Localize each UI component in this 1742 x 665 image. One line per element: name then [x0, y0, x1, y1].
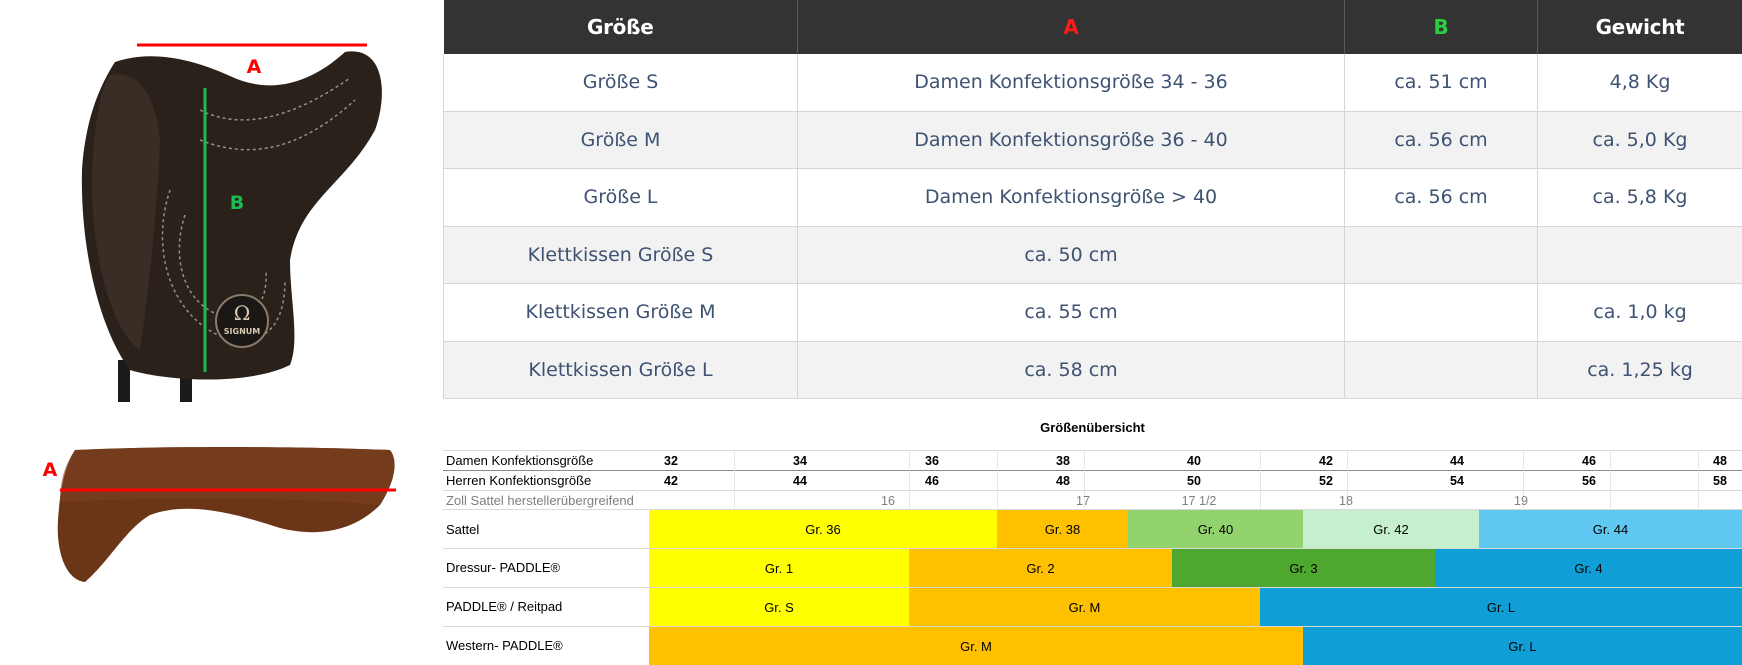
damen-value: 42	[1306, 454, 1346, 468]
western-bar: Gr. L	[1303, 627, 1742, 665]
cell-b: ca. 56 cm	[1345, 111, 1538, 169]
zoll-value: 16	[868, 494, 908, 508]
damen-value: 40	[1174, 454, 1214, 468]
cell-size: Größe S	[444, 54, 798, 111]
size-overview: Größenübersicht Damen Konfektionsgröße 3…	[443, 418, 1742, 660]
paddle-bar: Gr. S	[649, 588, 909, 626]
herren-value: 48	[1043, 474, 1083, 488]
label-herren: Herren Konfektionsgröße	[446, 473, 591, 488]
zoll-value: 17 1/2	[1174, 494, 1224, 508]
cell-a: ca. 58 cm	[798, 341, 1345, 399]
damen-value: 44	[1437, 454, 1477, 468]
zoll-value: 18	[1326, 494, 1366, 508]
cell-size: Klettkissen Größe M	[444, 284, 798, 342]
cell-b: ca. 51 cm	[1345, 54, 1538, 111]
saddle-label-b: B	[230, 192, 244, 214]
label-zoll: Zoll Sattel herstellerübergreifend	[446, 493, 634, 508]
cell-size: Größe L	[444, 169, 798, 227]
table-row: Klettkissen Größe S ca. 50 cm	[444, 226, 1742, 284]
herren-value: 50	[1174, 474, 1214, 488]
overview-title: Größenübersicht	[443, 420, 1742, 435]
herren-value: 42	[651, 474, 691, 488]
cell-b	[1345, 284, 1538, 342]
saddle-brand-text: SIGNUM	[224, 327, 260, 336]
header-size: Größe	[444, 0, 798, 54]
dressur-bar: Gr. 2	[909, 549, 1172, 587]
cell-a: Damen Konfektionsgröße 36 - 40	[798, 111, 1345, 169]
cell-weight	[1538, 226, 1742, 284]
header-b: B	[1345, 0, 1538, 54]
pad-label-a: A	[43, 459, 58, 481]
damen-value: 46	[1569, 454, 1609, 468]
paddle-bar: Gr. L	[1260, 588, 1742, 626]
cell-size: Klettkissen Größe S	[444, 226, 798, 284]
dressur-bar: Gr. 4	[1435, 549, 1742, 587]
cell-b	[1345, 341, 1538, 399]
sattel-bar: Gr. 40	[1128, 510, 1303, 548]
herren-value: 46	[912, 474, 952, 488]
cell-a: ca. 50 cm	[798, 226, 1345, 284]
cell-weight: ca. 5,8 Kg	[1538, 169, 1742, 227]
damen-value: 34	[780, 454, 820, 468]
cell-weight: ca. 1,25 kg	[1538, 341, 1742, 399]
cell-weight: 4,8 Kg	[1538, 54, 1742, 111]
label-damen: Damen Konfektionsgröße	[446, 453, 593, 468]
cell-size: Klettkissen Größe L	[444, 341, 798, 399]
cell-b: ca. 56 cm	[1345, 169, 1538, 227]
size-table: Größe A B Gewicht Größe S Damen Konfekti…	[443, 0, 1742, 399]
svg-text:Ω: Ω	[234, 301, 251, 325]
sattel-bar: Gr. 38	[997, 510, 1128, 548]
cell-a: ca. 55 cm	[798, 284, 1345, 342]
zoll-value: 17	[1063, 494, 1103, 508]
label-dressur: Dressur- PADDLE®	[446, 560, 560, 575]
table-row: Größe L Damen Konfektionsgröße > 40 ca. …	[444, 169, 1742, 227]
table-row: Größe S Damen Konfektionsgröße 34 - 36 c…	[444, 54, 1742, 111]
herren-value: 52	[1306, 474, 1346, 488]
sattel-bar: Gr. 42	[1303, 510, 1479, 548]
zoll-value: 19	[1501, 494, 1541, 508]
western-bar: Gr. M	[649, 627, 1303, 665]
table-row: Größe M Damen Konfektionsgröße 36 - 40 c…	[444, 111, 1742, 169]
pad-image: A	[0, 420, 442, 640]
cell-weight: ca. 5,0 Kg	[1538, 111, 1742, 169]
cell-size: Größe M	[444, 111, 798, 169]
sattel-bar: Gr. 44	[1479, 510, 1742, 548]
size-table-header: Größe A B Gewicht	[444, 0, 1742, 54]
table-row: Klettkissen Größe L ca. 58 cm ca. 1,25 k…	[444, 341, 1742, 399]
table-row: Klettkissen Größe M ca. 55 cm ca. 1,0 kg	[444, 284, 1742, 342]
herren-value: 56	[1569, 474, 1609, 488]
saddle-label-a: A	[247, 56, 262, 78]
cell-a: Damen Konfektionsgröße 34 - 36	[798, 54, 1345, 111]
label-western: Western- PADDLE®	[446, 638, 563, 653]
cell-a: Damen Konfektionsgröße > 40	[798, 169, 1345, 227]
damen-value: 38	[1043, 454, 1083, 468]
dressur-bar: Gr. 3	[1172, 549, 1435, 587]
header-weight: Gewicht	[1538, 0, 1742, 54]
cell-weight: ca. 1,0 kg	[1538, 284, 1742, 342]
sattel-bar: Gr. 36	[649, 510, 997, 548]
paddle-bar: Gr. M	[909, 588, 1260, 626]
cell-b	[1345, 226, 1538, 284]
label-sattel: Sattel	[446, 522, 479, 537]
herren-value: 58	[1700, 474, 1740, 488]
damen-value: 36	[912, 454, 952, 468]
saddle-image: Ω SIGNUM A B	[0, 0, 442, 410]
header-a: A	[798, 0, 1345, 54]
dressur-bar: Gr. 1	[649, 549, 909, 587]
label-paddle: PADDLE® / Reitpad	[446, 599, 562, 614]
herren-value: 54	[1437, 474, 1477, 488]
herren-value: 44	[780, 474, 820, 488]
damen-value: 32	[651, 454, 691, 468]
damen-value: 48	[1700, 454, 1740, 468]
